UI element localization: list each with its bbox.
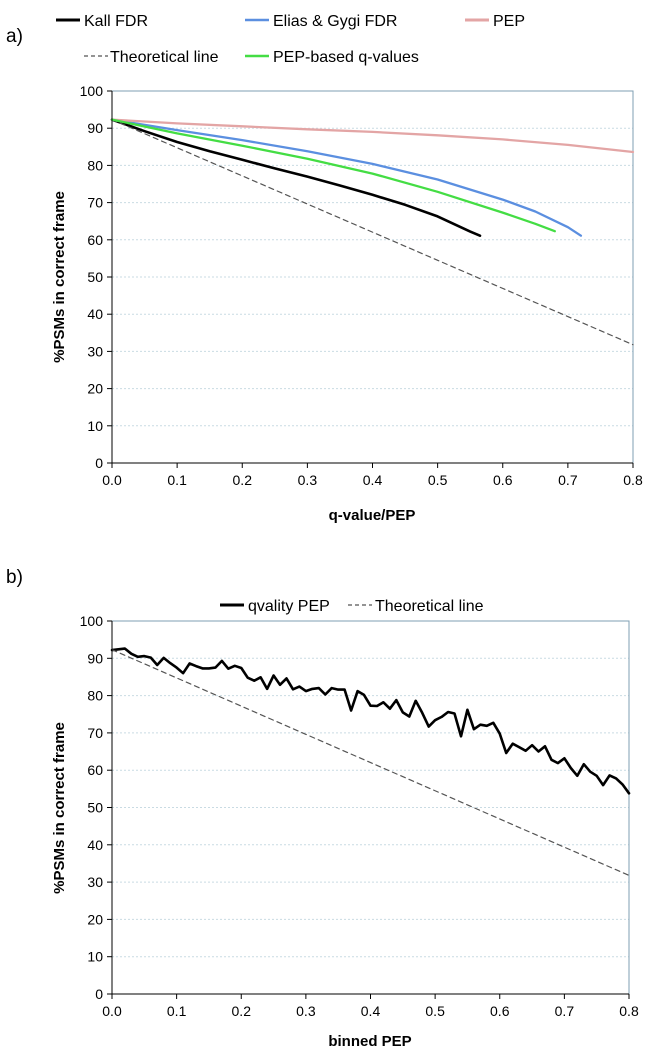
x-tick-label-a: 0.3 [298,472,318,488]
y-axis-title-b: %PSMs in correct frame [51,722,68,894]
x-tick-label-a: 0.2 [233,472,253,488]
x-tick-label-a: 0.8 [623,472,643,488]
y-tick-label-b: 100 [80,613,104,629]
y-tick-label-a: 0 [95,455,103,471]
chart-b: b) qvality PEP Theoretical line 0 10 20 30 4… [6,567,639,1050]
x-tick-label-b: 0.6 [490,1003,510,1019]
y-tick-label-a: 40 [87,306,103,322]
gridlines-a [112,90,633,427]
legend-label-kall: Kall FDR [84,13,148,30]
y-tick-label-a: 10 [87,418,103,434]
series-line-b-0 [110,647,631,795]
panel-label-a: a) [6,26,23,47]
x-tick-label-a: 0.4 [363,472,383,488]
legend-label-pep: PEP [493,13,525,30]
y-tick-label-b: 20 [87,911,103,927]
x-tick-label-a: 0.6 [493,472,513,488]
series-group-b [110,647,631,877]
x-tick-label-b: 0.8 [619,1003,639,1019]
y-tick-label-a: 30 [87,343,103,359]
x-axis-title-a: q-value/PEP [329,507,416,524]
series-group-a [110,118,635,346]
y-tick-label-b: 80 [87,688,103,704]
legend-label-theoretical-a: Theoretical line [110,49,219,66]
y-tick-label-b: 0 [95,986,103,1002]
y-tick-label-a: 60 [87,232,103,248]
y-tick-label-a: 70 [87,195,103,211]
y-tick-label-b: 50 [87,800,103,816]
series-line-a-1 [110,118,583,237]
ticks-b: 0 10 20 30 40 50 60 70 80 90 100 0.0 0.1 0.2 0.3 0.4 0.5… [80,613,639,1019]
x-tick-label-b: 0.7 [555,1003,575,1019]
legend-label-elias: Elias & Gygi FDR [273,13,397,30]
x-tick-label-b: 0.3 [296,1003,316,1019]
legend-label-theoretical-b: Theoretical line [375,598,484,615]
y-tick-label-a: 50 [87,269,103,285]
y-tick-label-a: 20 [87,381,103,397]
chart-a: a) Kall FDR Elias & Gygi FDR PEP Theoret… [6,13,643,524]
legend-a: Kall FDR Elias & Gygi FDR PEP Theoretica… [56,13,525,66]
series-line-a-4 [110,118,556,233]
y-tick-label-a: 80 [87,157,103,173]
y-tick-label-b: 90 [87,650,103,666]
x-tick-label-b: 0.2 [232,1003,252,1019]
y-tick-label-b: 40 [87,837,103,853]
series-line-b-1 [111,649,630,877]
y-tick-label-b: 60 [87,762,103,778]
y-tick-label-b: 10 [87,949,103,965]
y-tick-label-a: 100 [80,83,104,99]
y-axis-title-a: %PSMs in correct frame [51,191,68,363]
ticks-a: 0 10 20 30 40 50 60 70 80 90 100 0.0 0.1 0.2 0.3 0.4 0.5… [80,83,643,488]
gridlines-b [112,620,629,958]
y-tick-label-a: 90 [87,120,103,136]
series-line-a-0 [110,118,482,237]
y-tick-label-b: 70 [87,725,103,741]
x-tick-label-b: 0.5 [425,1003,445,1019]
legend-label-pep-q: PEP-based q-values [273,49,419,66]
series-line-a-3 [111,118,634,346]
legend-label-qvality: qvality PEP [248,598,330,615]
panel-label-b: b) [6,567,23,588]
x-tick-label-a: 0.5 [428,472,448,488]
y-tick-label-b: 30 [87,874,103,890]
x-axis-title-b: binned PEP [328,1033,411,1050]
x-tick-label-b: 0.4 [361,1003,381,1019]
x-tick-label-a: 0.7 [558,472,578,488]
x-tick-label-b: 0.1 [167,1003,187,1019]
legend-b: qvality PEP Theoretical line [220,598,484,615]
x-tick-label-b: 0.0 [102,1003,122,1019]
x-tick-label-a: 0.1 [167,472,187,488]
series-line-a-2 [110,118,635,154]
x-tick-label-a: 0.0 [102,472,122,488]
